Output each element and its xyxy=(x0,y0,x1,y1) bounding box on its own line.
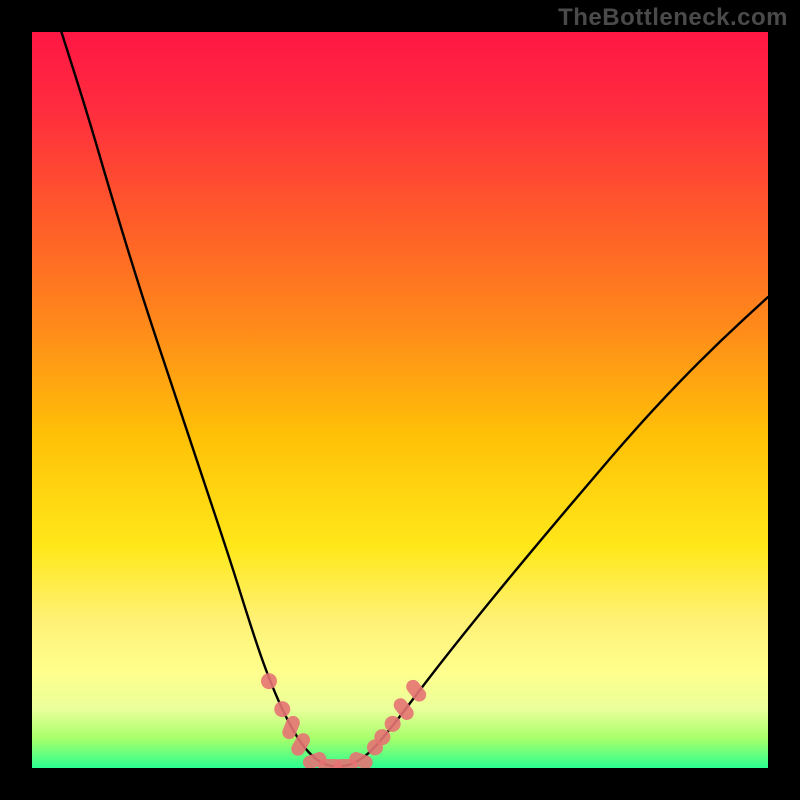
watermark-text: TheBottleneck.com xyxy=(558,4,788,32)
curve-marker xyxy=(261,673,277,689)
chart-container: TheBottleneck.com xyxy=(0,0,800,800)
curve-marker xyxy=(385,716,401,732)
curve-marker xyxy=(374,729,390,745)
curve-marker xyxy=(274,701,290,717)
plot-background xyxy=(32,32,768,768)
chart-svg xyxy=(0,0,800,800)
